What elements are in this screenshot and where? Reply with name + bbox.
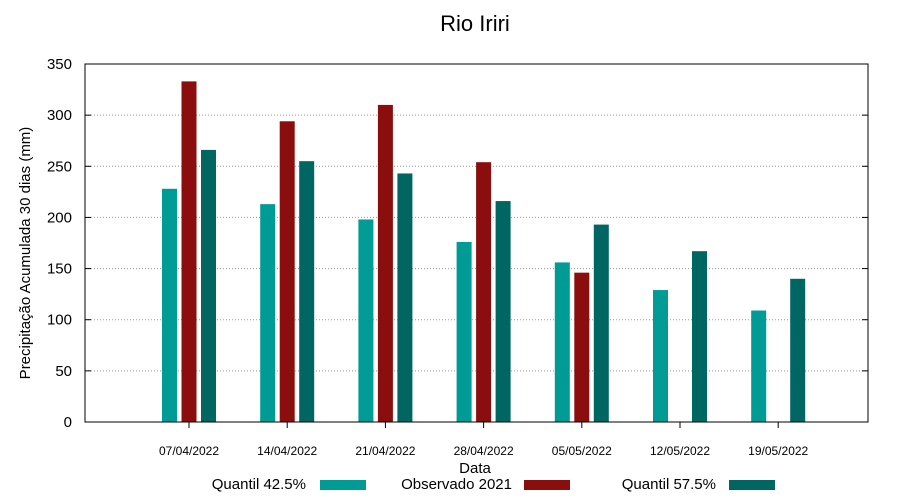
x-tick-label: 19/05/2022 <box>748 444 808 458</box>
legend-swatch <box>729 480 775 490</box>
x-tick-label: 12/05/2022 <box>650 444 710 458</box>
legend-label: Quantil 42.5% <box>212 476 306 493</box>
y-tick-label: 50 <box>55 363 72 380</box>
bar <box>201 149 216 423</box>
legend: Quantil 42.5% Observado 2021 Quantil 57.5% <box>212 476 775 493</box>
bar <box>574 272 590 422</box>
bar <box>358 219 374 422</box>
x-tick-label: 28/04/2022 <box>454 444 514 458</box>
plot-area-frame <box>84 63 869 423</box>
bar <box>790 278 806 422</box>
y-axis: 0 50 100 150 200 250 300 350 <box>47 56 868 431</box>
legend-swatch <box>320 480 366 490</box>
bar <box>279 121 295 422</box>
bar <box>593 224 609 422</box>
y-tick-label: 300 <box>47 107 72 124</box>
y-tick-label: 100 <box>47 312 72 329</box>
bar <box>692 251 707 422</box>
y-tick-label: 0 <box>64 414 72 431</box>
chart-title: Rio Iriri <box>440 11 510 36</box>
legend-swatch <box>524 480 570 490</box>
bar <box>260 204 276 422</box>
bar <box>181 81 197 422</box>
x-tick-label: 07/04/2022 <box>159 444 219 458</box>
legend-label: Observado 2021 <box>401 476 512 493</box>
y-axis-label: Precipitação Acumulada 30 dias (mm) <box>17 127 34 380</box>
y-tick-label: 200 <box>47 209 72 226</box>
x-tick-label: 14/04/2022 <box>257 444 317 458</box>
bar <box>751 310 767 422</box>
bar <box>554 262 570 422</box>
bar <box>377 104 393 423</box>
bar <box>653 290 668 422</box>
bar <box>495 201 511 422</box>
y-tick-label: 250 <box>47 158 72 175</box>
bar <box>456 241 472 422</box>
x-tick-label: 21/04/2022 <box>355 444 415 458</box>
bar <box>476 162 492 423</box>
y-tick-label: 150 <box>47 261 72 278</box>
y-tick-label: 350 <box>47 56 72 73</box>
x-tick-label: 05/05/2022 <box>552 444 612 458</box>
bar <box>299 161 315 422</box>
bar <box>162 188 177 422</box>
x-axis: 07/04/2022 14/04/2022 21/04/2022 28/04/2022… <box>159 422 809 458</box>
bars <box>162 81 806 423</box>
legend-label: Quantil 57.5% <box>622 476 716 493</box>
bar <box>397 173 413 422</box>
x-axis-label: Data <box>459 460 491 477</box>
